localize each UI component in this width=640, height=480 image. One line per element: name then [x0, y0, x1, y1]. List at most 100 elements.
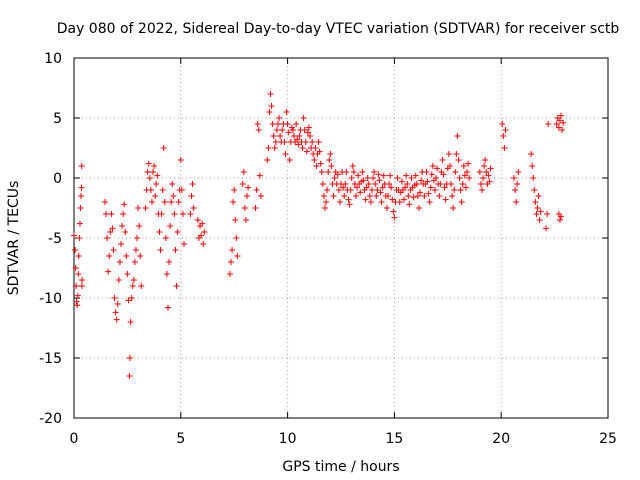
- data-point: [124, 271, 131, 277]
- data-point: [429, 163, 436, 169]
- data-point: [75, 253, 82, 259]
- data-point: [367, 199, 374, 205]
- data-point: [555, 124, 562, 131]
- data-point: [168, 199, 175, 205]
- data-point: [151, 163, 158, 169]
- data-point: [265, 145, 272, 151]
- data-point: [427, 184, 434, 191]
- data-point: [352, 193, 359, 199]
- data-point: [269, 121, 276, 127]
- data-point: [512, 187, 519, 193]
- x-tick-label: 25: [599, 431, 617, 447]
- data-point: [131, 259, 138, 265]
- data-point: [111, 295, 118, 301]
- data-point: [457, 187, 464, 193]
- x-tick-label: 10: [279, 431, 297, 447]
- data-point: [460, 163, 467, 169]
- data-point: [347, 187, 354, 193]
- data-point: [450, 205, 457, 211]
- data-point: [357, 189, 364, 196]
- data-point: [107, 229, 114, 235]
- data-point: [303, 148, 310, 155]
- data-point: [545, 121, 552, 127]
- data-point: [343, 169, 350, 175]
- data-point: [187, 211, 194, 217]
- data-point: [391, 214, 398, 221]
- data-point: [380, 172, 387, 179]
- data-point: [115, 277, 122, 283]
- data-point: [373, 193, 380, 199]
- data-point: [296, 133, 303, 139]
- data-point: [264, 157, 271, 163]
- data-point: [108, 211, 115, 217]
- data-point: [410, 194, 417, 201]
- data-point: [126, 373, 133, 379]
- data-point: [158, 211, 165, 217]
- data-point: [226, 271, 233, 277]
- y-tick-label: -15: [39, 351, 62, 367]
- data-point: [448, 181, 455, 187]
- data-point: [537, 208, 544, 215]
- data-point: [348, 175, 355, 181]
- data-point: [412, 172, 419, 179]
- data-point: [513, 199, 520, 205]
- data-point: [230, 199, 237, 205]
- data-point: [239, 181, 246, 187]
- data-point: [189, 181, 196, 187]
- data-point: [363, 184, 370, 191]
- data-point: [286, 157, 293, 163]
- data-point: [125, 297, 132, 304]
- data-point: [326, 157, 333, 163]
- axis-ticks: 0 5 10 15 20 25 -20 -15 -10 -5 0 5 10: [39, 51, 617, 447]
- data-point: [446, 163, 453, 169]
- data-point: [77, 205, 84, 211]
- data-point: [335, 187, 342, 193]
- data-point: [229, 247, 236, 253]
- data-point: [417, 189, 424, 196]
- data-point: [201, 229, 208, 235]
- data-point: [172, 247, 179, 253]
- data-point: [487, 165, 494, 172]
- data-point: [142, 205, 149, 211]
- data-point: [345, 196, 352, 203]
- data-point: [514, 181, 521, 187]
- data-point: [396, 199, 403, 205]
- data-point: [268, 103, 275, 109]
- data-point: [188, 193, 195, 199]
- data-point: [114, 301, 121, 307]
- data-point: [433, 175, 440, 181]
- data-point: [533, 211, 540, 217]
- data-point: [528, 151, 535, 157]
- grid-lines: [74, 58, 608, 418]
- x-tick-label: 20: [492, 431, 510, 447]
- data-point: [194, 217, 201, 223]
- data-point: [76, 235, 83, 241]
- data-point: [558, 213, 565, 220]
- data-point: [461, 172, 468, 179]
- data-point: [354, 184, 361, 191]
- data-point: [72, 265, 79, 271]
- data-point: [482, 157, 489, 163]
- data-point: [556, 217, 563, 223]
- data-point: [312, 145, 319, 151]
- data-point: [480, 175, 487, 181]
- data-point: [349, 163, 356, 169]
- data-point: [478, 187, 485, 193]
- data-point: [501, 145, 508, 151]
- data-point: [304, 129, 311, 136]
- data-point: [459, 181, 466, 187]
- data-point: [245, 184, 252, 191]
- data-point: [73, 298, 80, 305]
- data-point: [284, 121, 291, 127]
- data-point: [346, 201, 353, 208]
- data-point: [334, 171, 341, 178]
- data-point: [376, 177, 383, 184]
- x-tick-label: 15: [385, 431, 403, 447]
- data-point: [198, 232, 205, 239]
- data-point: [257, 193, 264, 199]
- data-point: [442, 196, 449, 203]
- data-point: [79, 277, 86, 283]
- data-point: [553, 121, 560, 127]
- data-point: [441, 184, 448, 191]
- data-point: [556, 117, 563, 124]
